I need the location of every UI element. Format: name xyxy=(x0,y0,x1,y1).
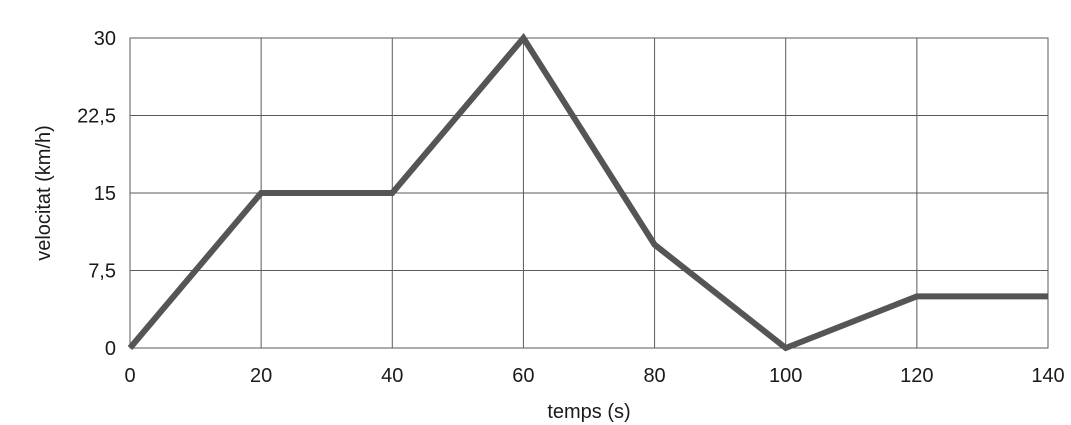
x-tick-label: 60 xyxy=(512,365,534,387)
tick-labels: 0 20 40 60 80 100 120 140 0 7,5 15 22,5 30 xyxy=(77,28,1065,387)
series-layer xyxy=(127,32,1048,352)
y-tick-label: 7,5 xyxy=(88,261,116,283)
x-tick-label: 40 xyxy=(381,365,403,387)
x-tick-label: 120 xyxy=(900,365,933,387)
y-tick-label: 15 xyxy=(94,183,116,205)
y-tick-label: 0 xyxy=(105,338,116,360)
x-tick-label: 0 xyxy=(124,365,135,387)
y-tick-label: 22,5 xyxy=(77,106,116,128)
x-axis-label: temps (s) xyxy=(547,401,630,423)
x-tick-label: 20 xyxy=(250,365,272,387)
series-line xyxy=(127,32,1048,352)
y-axis-label: velocitat (km/h) xyxy=(33,125,55,261)
y-tick-label: 30 xyxy=(94,28,116,50)
x-tick-label: 80 xyxy=(643,365,665,387)
x-tick-label: 100 xyxy=(769,365,802,387)
x-tick-label: 140 xyxy=(1031,365,1064,387)
plot-frame xyxy=(129,37,1049,349)
